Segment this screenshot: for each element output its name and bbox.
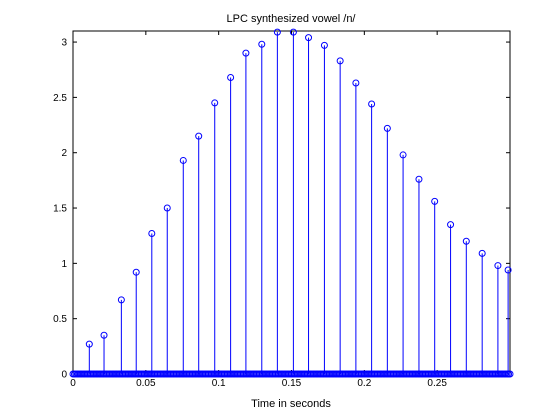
stem-marker [462, 237, 470, 245]
data-stems [85, 28, 512, 374]
baseline-marker [506, 370, 514, 378]
stem-marker [227, 73, 235, 81]
stem-marker [368, 100, 376, 108]
y-tick-label: 2 [61, 148, 67, 159]
stem-marker [211, 99, 219, 107]
stem-marker [504, 266, 512, 274]
stem-marker [132, 268, 140, 276]
y-tick-label: 1.5 [53, 204, 67, 215]
y-tick-label: 3 [61, 38, 67, 49]
stem-marker [383, 124, 391, 132]
stem-marker [415, 175, 423, 183]
stem-marker [242, 49, 250, 57]
plot-area [72, 30, 511, 375]
stem-marker [447, 221, 455, 229]
stem-marker [352, 79, 360, 87]
stem-marker [494, 262, 502, 270]
x-tick-label: 0 [70, 378, 76, 389]
stem-marker [148, 229, 156, 237]
stem-marker [336, 57, 344, 65]
x-tick-label: 0.05 [136, 378, 156, 389]
stem-marker [163, 204, 171, 212]
stem-marker [179, 156, 187, 164]
x-tick-label: 0.15 [282, 378, 302, 389]
stem-marker [478, 249, 486, 257]
stem-marker [273, 28, 281, 36]
y-tick-label: 0.5 [53, 314, 67, 325]
chart-title: LPC synthesized vowel /n/ [226, 13, 356, 25]
stem-marker [85, 340, 93, 348]
x-tick-label: 0.2 [357, 378, 371, 389]
y-tick-label: 1 [61, 259, 67, 270]
stem-marker [320, 41, 328, 49]
stem-marker [431, 197, 439, 205]
stem-marker [305, 34, 313, 42]
stem-marker [100, 331, 108, 339]
stem-marker [399, 151, 407, 159]
x-tick-label: 0.25 [427, 378, 447, 389]
baseline-samples [69, 370, 514, 378]
y-tick-label: 2.5 [53, 93, 67, 104]
stem-marker [195, 132, 203, 140]
stem-marker [117, 296, 125, 304]
stem-marker [258, 40, 266, 48]
stem-marker [289, 28, 297, 36]
y-tick-label: 0 [61, 370, 67, 381]
x-axis-label: Time in seconds [251, 398, 331, 410]
x-tick-label: 0.1 [212, 378, 226, 389]
